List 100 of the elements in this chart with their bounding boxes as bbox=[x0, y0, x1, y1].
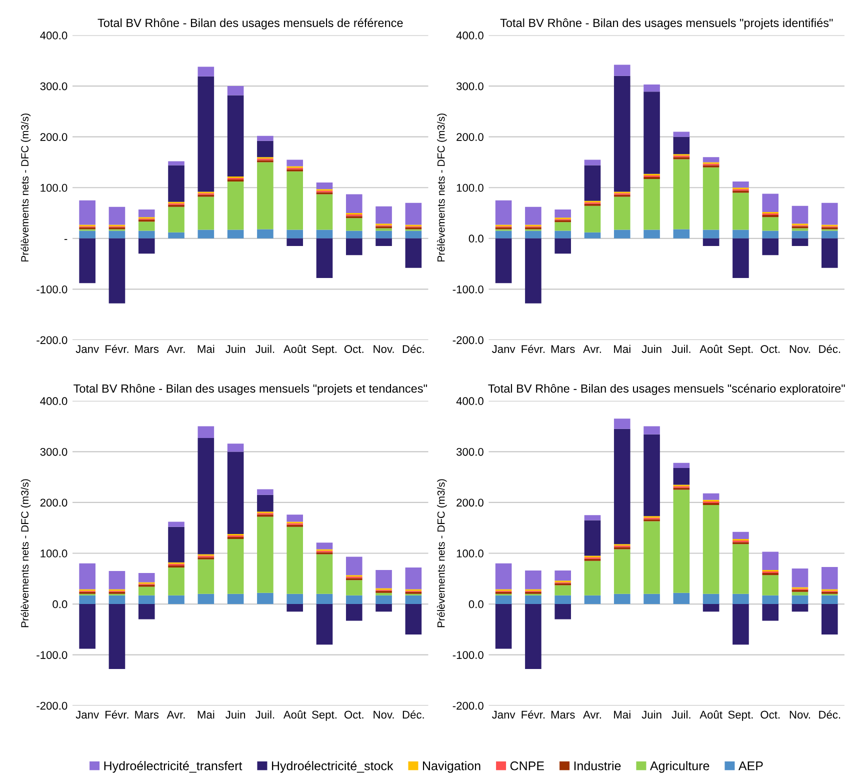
x-tick-label: Oct. bbox=[344, 345, 364, 353]
bar bbox=[495, 563, 512, 590]
bar bbox=[227, 452, 244, 534]
bar bbox=[257, 162, 274, 230]
x-tick-label: Déc. bbox=[402, 710, 424, 719]
bar bbox=[198, 66, 214, 76]
bar bbox=[702, 238, 720, 246]
bar bbox=[198, 559, 214, 594]
y-tick-label: 300.0 bbox=[40, 448, 68, 456]
bar bbox=[79, 604, 96, 649]
bar bbox=[495, 200, 512, 225]
bar bbox=[525, 238, 542, 304]
chart-title: Total BV Rhône - Bilan des usages mensuels "projets et tendances" bbox=[74, 384, 427, 396]
bar bbox=[821, 230, 838, 238]
bar bbox=[316, 542, 333, 550]
x-tick-label: Sept. bbox=[312, 345, 336, 356]
bar bbox=[108, 206, 126, 225]
bar bbox=[821, 604, 838, 635]
x-tick-label: Sept. bbox=[728, 345, 753, 356]
bar bbox=[316, 182, 333, 190]
bar bbox=[821, 202, 838, 225]
bar bbox=[286, 171, 303, 230]
bar bbox=[405, 567, 422, 590]
chart-title: Total BV Rhône - Bilan des usages mensuels de référence bbox=[98, 18, 403, 30]
y-tick-label: -100.0 bbox=[36, 651, 68, 659]
bar bbox=[227, 444, 244, 452]
bar bbox=[732, 594, 749, 604]
bar bbox=[762, 604, 779, 621]
bar bbox=[168, 165, 184, 202]
bar bbox=[702, 157, 720, 162]
bar bbox=[702, 604, 720, 612]
x-tick-label: Nov. bbox=[374, 710, 394, 719]
bar bbox=[286, 238, 303, 246]
bar bbox=[376, 206, 392, 224]
bar bbox=[138, 595, 155, 604]
bar bbox=[138, 586, 155, 596]
bar bbox=[702, 493, 720, 500]
y-tick-label: 400.0 bbox=[456, 397, 484, 406]
legend-label: Navigation bbox=[423, 761, 480, 773]
x-tick-label: Mars bbox=[551, 345, 575, 353]
y-tick-label: -200.0 bbox=[452, 336, 484, 344]
bar bbox=[554, 595, 571, 604]
bar bbox=[702, 505, 720, 594]
x-tick-label: Août bbox=[283, 710, 306, 719]
bar bbox=[584, 206, 601, 232]
bar bbox=[792, 595, 808, 604]
y-tick-label: 200.0 bbox=[40, 133, 68, 141]
x-tick-label: Févr. bbox=[522, 344, 545, 353]
x-tick-label: Mars bbox=[551, 710, 575, 719]
bar bbox=[79, 563, 96, 590]
bar bbox=[198, 230, 214, 238]
bar bbox=[346, 556, 362, 576]
bar bbox=[614, 76, 630, 192]
bar bbox=[584, 165, 601, 201]
bar bbox=[495, 604, 512, 649]
bar bbox=[732, 604, 749, 645]
bar bbox=[108, 595, 126, 604]
bar bbox=[792, 206, 808, 224]
y-tick-label: 300.0 bbox=[456, 82, 484, 90]
bar bbox=[614, 428, 630, 544]
bar bbox=[584, 160, 601, 166]
bar bbox=[168, 595, 184, 604]
legend-label: AEP bbox=[738, 762, 763, 770]
bar bbox=[525, 595, 542, 604]
bar bbox=[108, 571, 126, 590]
bar bbox=[168, 232, 184, 238]
bar bbox=[138, 222, 155, 231]
bar bbox=[168, 161, 184, 166]
y-tick-label: 100.0 bbox=[456, 184, 484, 192]
bar bbox=[584, 515, 601, 520]
bar bbox=[376, 230, 392, 238]
bar bbox=[257, 229, 274, 238]
y-tick-label: -100.0 bbox=[36, 285, 68, 294]
bar bbox=[732, 182, 749, 188]
bar bbox=[821, 238, 838, 268]
bar bbox=[286, 230, 303, 238]
bar bbox=[346, 194, 362, 214]
x-tick-label: Avr. bbox=[166, 710, 185, 719]
y-tick-label: 300.0 bbox=[40, 82, 68, 90]
bar bbox=[792, 238, 808, 246]
y-axis-title: Prélèvements nets - DFC (m3/s) bbox=[20, 114, 31, 262]
y-tick-label: 0.0 bbox=[468, 234, 484, 243]
bar bbox=[138, 573, 155, 582]
x-tick-label: Juin bbox=[642, 710, 662, 719]
bar bbox=[286, 160, 303, 166]
x-tick-label: Juin bbox=[642, 344, 662, 353]
x-tick-label: Déc. bbox=[819, 344, 840, 353]
bar bbox=[198, 196, 214, 230]
x-tick-label: Avr. bbox=[166, 345, 185, 353]
y-tick-label: -100.0 bbox=[452, 651, 484, 659]
legend-label: Hydroélectricité_transfert bbox=[104, 760, 242, 773]
bar bbox=[405, 230, 422, 238]
y-tick-label: -100.0 bbox=[452, 285, 484, 294]
chart-title: Total BV Rhône - Bilan des usages mensuels "projets identifiés" bbox=[500, 18, 833, 30]
bar bbox=[138, 604, 155, 620]
bar bbox=[644, 426, 660, 434]
x-tick-label: Déc. bbox=[819, 710, 840, 719]
bar bbox=[257, 516, 274, 593]
bar bbox=[227, 182, 244, 230]
y-tick-label: -200.0 bbox=[36, 336, 68, 344]
